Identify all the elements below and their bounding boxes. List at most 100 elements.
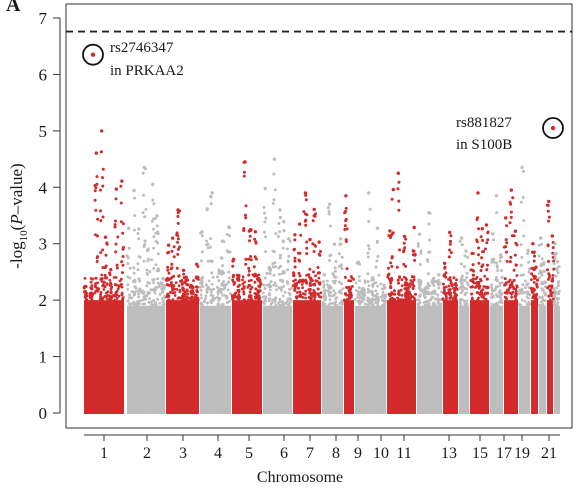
- snp-point: [241, 278, 244, 282]
- snp-point: [360, 288, 364, 291]
- chromosome-11-dense-block: [387, 300, 416, 414]
- snp-point: [511, 290, 515, 294]
- snp-point: [281, 302, 284, 306]
- snp-point: [509, 255, 513, 259]
- snp-point: [125, 254, 129, 258]
- snp-point: [304, 212, 307, 216]
- chromosome-15-points: [469, 191, 490, 414]
- snp-point: [556, 271, 560, 275]
- snp-point: [293, 265, 297, 269]
- snp-point: [475, 282, 478, 285]
- snp-point: [268, 292, 271, 296]
- snp-point: [126, 287, 130, 291]
- snp-point: [557, 265, 561, 269]
- snp-point: [301, 278, 305, 282]
- snp-point: [274, 303, 278, 307]
- snp-point: [412, 249, 416, 253]
- snp-point: [221, 288, 225, 291]
- snp-point: [444, 298, 448, 302]
- snp-peak-point: [382, 283, 386, 287]
- snp-point: [419, 293, 422, 297]
- snp-point: [527, 267, 531, 271]
- snp-point: [475, 238, 479, 242]
- snp-point: [317, 271, 321, 275]
- snp-point: [203, 299, 206, 303]
- snp-point: [169, 290, 172, 294]
- snp-point: [243, 280, 247, 284]
- snp-point: [264, 235, 268, 239]
- highlight-point: [550, 125, 556, 131]
- snp-point: [433, 289, 437, 293]
- snp-point: [490, 288, 494, 292]
- snp-point: [301, 296, 305, 299]
- snp-point: [371, 285, 375, 289]
- snp-point: [217, 279, 221, 283]
- snp-point: [540, 257, 544, 261]
- chromosome-15-dense-block: [470, 300, 489, 414]
- snp-point: [546, 243, 550, 247]
- snp-point: [407, 295, 410, 299]
- snp-point: [514, 298, 518, 302]
- snp-point: [273, 188, 277, 192]
- snp-point: [396, 278, 400, 282]
- y-tick-label: 3: [39, 235, 48, 254]
- snp-point: [114, 250, 118, 254]
- snp-point: [522, 234, 526, 238]
- chromosome-2-dense-block: [127, 305, 165, 414]
- snp-point: [298, 290, 302, 294]
- snp-point: [116, 235, 120, 239]
- snp-point: [312, 291, 315, 295]
- snp-point: [376, 304, 380, 308]
- snp-point: [374, 298, 378, 302]
- snp-point: [525, 302, 529, 306]
- snp-point: [99, 209, 102, 213]
- snp-point: [154, 217, 157, 221]
- snp-peak-point: [120, 179, 124, 183]
- snp-point: [292, 274, 296, 277]
- snp-point: [331, 279, 335, 283]
- snp-point: [381, 290, 385, 294]
- snp-point: [434, 303, 437, 307]
- snp-point: [448, 242, 452, 246]
- snp-point: [277, 301, 280, 305]
- snp-point: [551, 277, 554, 280]
- snp-point: [477, 227, 481, 231]
- snp-point: [425, 303, 429, 307]
- snp-point: [209, 293, 213, 297]
- snp-point: [113, 293, 117, 297]
- snp-point: [547, 219, 551, 223]
- snp-point: [505, 297, 509, 301]
- snp-point: [169, 281, 173, 285]
- snp-point: [304, 296, 307, 300]
- snp-point: [521, 195, 525, 199]
- snp-point: [174, 281, 178, 285]
- snp-point: [98, 188, 102, 192]
- snp-point: [443, 288, 446, 292]
- snp-point: [417, 279, 421, 282]
- snp-point: [225, 301, 229, 305]
- snp-point: [508, 221, 512, 225]
- snp-point: [105, 282, 109, 286]
- snp-point: [465, 287, 469, 291]
- snp-point: [322, 293, 326, 297]
- snp-point: [533, 254, 536, 258]
- snp-point: [144, 207, 148, 211]
- snp-point: [400, 284, 404, 288]
- x-tick-label: 6: [280, 445, 288, 462]
- snp-point: [366, 280, 370, 284]
- snp-point: [308, 276, 311, 279]
- snp-point: [261, 291, 265, 295]
- snp-point: [175, 231, 179, 235]
- snp-peak-point: [432, 276, 436, 280]
- snp-peak-point: [248, 228, 252, 232]
- snp-point: [277, 222, 281, 225]
- snp-point: [228, 276, 231, 280]
- snp-point: [500, 281, 504, 285]
- snp-point: [347, 279, 351, 283]
- snp-point: [405, 278, 408, 281]
- x-tick-label: 11: [396, 445, 411, 462]
- snp-point: [441, 282, 445, 286]
- snp-point: [469, 268, 473, 272]
- snp-point: [447, 255, 451, 259]
- snp-point: [490, 260, 494, 264]
